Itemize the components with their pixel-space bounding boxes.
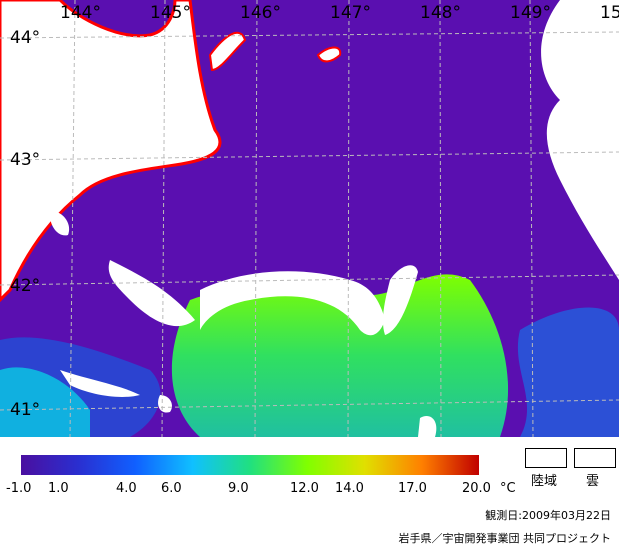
- land-hokkaido: [0, 0, 222, 303]
- lon-label-144: 144°: [60, 3, 101, 23]
- lon-label-146: 146°: [240, 3, 281, 23]
- temperature-colorbar: [21, 455, 479, 475]
- land-legend-swatch: [525, 448, 567, 468]
- cloud-legend-label: 雲: [586, 474, 600, 489]
- lat-label-42: 42°: [10, 276, 41, 296]
- observation-date: 観測日:2009年03月22日: [485, 509, 611, 522]
- lon-label-149: 149°: [510, 3, 551, 23]
- colorbar-tick: 6.0: [161, 481, 182, 496]
- lat-label-41: 41°: [10, 400, 41, 420]
- colorbar-tick: 1.0: [48, 481, 69, 496]
- lon-label-145: 145°: [150, 3, 191, 23]
- lat-label-43: 43°: [10, 150, 41, 170]
- lat-label-44: 44°: [10, 28, 41, 48]
- cloud-legend-swatch: [574, 448, 616, 468]
- lon-label-147: 147°: [330, 3, 371, 23]
- colorbar-tick: 20.0: [462, 481, 491, 496]
- cool-blue-eddy-east: [517, 307, 619, 437]
- colorbar-tick: 9.0: [228, 481, 249, 496]
- colorbar-unit: °C: [500, 481, 516, 496]
- lon-label-150: 15: [600, 3, 619, 23]
- land-kuril: [208, 31, 247, 72]
- land-island: [316, 46, 342, 63]
- colorbar-tick: 4.0: [116, 481, 137, 496]
- land-legend-label: 陸域: [531, 474, 558, 489]
- sst-map: [0, 0, 619, 437]
- lon-label-148: 148°: [420, 3, 461, 23]
- colorbar-tick: 14.0: [335, 481, 364, 496]
- credit-text: 岩手県／宇宙開発事業団 共同プロジェクト: [398, 532, 612, 545]
- colorbar-tick: -1.0: [6, 481, 32, 496]
- colorbar-tick: 17.0: [398, 481, 427, 496]
- cyan-patch: [0, 367, 90, 437]
- graticule: [0, 0, 619, 437]
- colorbar-tick: 12.0: [290, 481, 319, 496]
- cloud-cover: [49, 0, 619, 437]
